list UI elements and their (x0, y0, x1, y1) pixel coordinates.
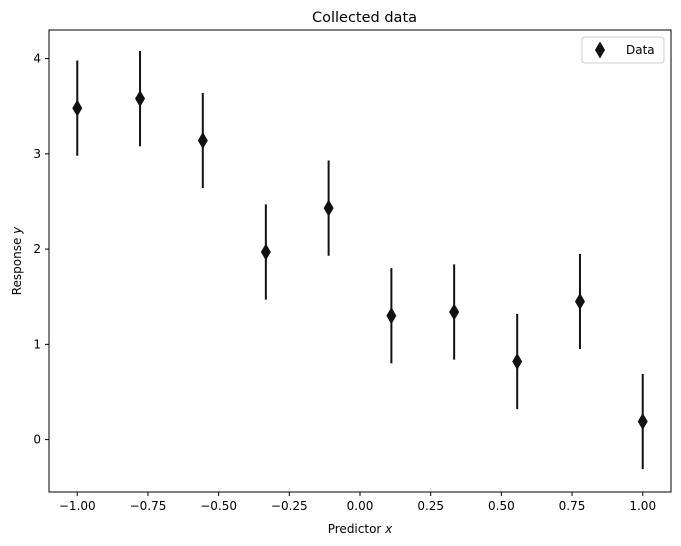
x-tick-label: 0.75 (559, 499, 586, 513)
x-tick-label: 0.50 (488, 499, 515, 513)
x-tick-label: −0.75 (130, 499, 167, 513)
y-axis: 0 1 2 3 4 (33, 52, 49, 447)
data-point-marker (72, 99, 83, 117)
legend-marker-diamond (595, 41, 605, 59)
x-axis-label-var: x (384, 522, 393, 536)
data-point-marker (512, 352, 523, 370)
data-point-marker (449, 303, 460, 321)
x-tick-label: −0.25 (271, 499, 308, 513)
y-axis-label-main: Response (10, 234, 24, 295)
y-tick-label: 4 (33, 52, 41, 66)
x-axis-label: Predictor x (328, 522, 393, 536)
data-series (72, 50, 648, 470)
x-tick-label: 0.00 (347, 499, 374, 513)
data-point-marker (135, 90, 146, 108)
data-point-marker (386, 307, 397, 325)
legend-label: Data (626, 43, 655, 57)
x-axis-label-main: Predictor (328, 522, 385, 536)
legend-box (581, 36, 665, 64)
x-tick-label: −1.00 (59, 499, 96, 513)
x-tick-label: −0.50 (200, 499, 237, 513)
y-axis-label: Response y (10, 226, 24, 295)
data-point-marker (197, 131, 208, 149)
x-axis: −1.00 −0.75 −0.50 −0.25 0.00 0.25 0.50 0.75 1.00 (59, 492, 656, 513)
y-tick-label: 3 (33, 147, 41, 161)
x-tick-label: 0.25 (417, 499, 444, 513)
y-axis-label-var: y (10, 226, 24, 235)
data-point-marker (574, 292, 585, 310)
data-point-marker (260, 243, 271, 261)
data-point-marker (323, 199, 334, 217)
chart-title: Collected data (312, 10, 417, 26)
data-point-marker (637, 413, 648, 431)
y-tick-label: 1 (33, 337, 41, 351)
y-tick-label: 2 (33, 242, 41, 256)
x-tick-label: 1.00 (629, 499, 656, 513)
legend: Data (581, 36, 665, 64)
y-tick-label: 0 (33, 433, 41, 447)
